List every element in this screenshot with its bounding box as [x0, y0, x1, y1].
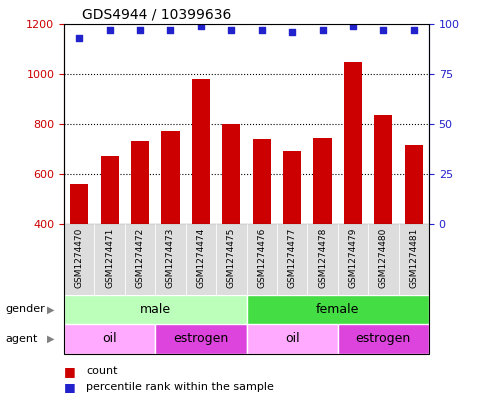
Point — [380, 26, 387, 33]
Bar — [161, 131, 179, 224]
Text: GSM1274475: GSM1274475 — [227, 228, 236, 288]
Bar — [338, 324, 429, 354]
Text: male: male — [140, 303, 171, 316]
Bar — [307, 224, 338, 295]
Text: female: female — [316, 303, 359, 316]
Bar — [125, 224, 155, 295]
Text: oil: oil — [285, 332, 299, 345]
Bar — [344, 62, 362, 224]
Bar — [368, 224, 398, 295]
Bar — [155, 224, 186, 295]
Bar — [64, 324, 155, 354]
Point — [410, 26, 418, 33]
Point — [106, 26, 113, 33]
Bar — [246, 295, 429, 324]
Bar — [64, 224, 95, 295]
Point — [349, 22, 357, 29]
Bar — [64, 295, 246, 324]
Point — [167, 26, 175, 33]
Text: GSM1274480: GSM1274480 — [379, 228, 388, 288]
Bar — [155, 324, 246, 354]
Text: gender: gender — [5, 305, 45, 314]
Bar — [186, 224, 216, 295]
Bar — [95, 224, 125, 295]
Text: agent: agent — [5, 334, 37, 344]
Text: GSM1274478: GSM1274478 — [318, 228, 327, 288]
Text: estrogen: estrogen — [173, 332, 229, 345]
Text: ■: ■ — [64, 365, 76, 378]
Text: count: count — [86, 366, 118, 376]
Point — [227, 26, 235, 33]
Point — [136, 26, 144, 33]
Text: GSM1274476: GSM1274476 — [257, 228, 266, 288]
Bar — [277, 224, 307, 295]
Bar — [131, 141, 149, 224]
Text: GSM1274473: GSM1274473 — [166, 228, 175, 288]
Bar — [405, 145, 423, 224]
Text: estrogen: estrogen — [355, 332, 411, 345]
Text: GSM1274474: GSM1274474 — [196, 228, 206, 288]
Text: percentile rank within the sample: percentile rank within the sample — [86, 382, 274, 392]
Bar — [192, 79, 210, 224]
Text: ▶: ▶ — [47, 334, 54, 344]
Text: GSM1274470: GSM1274470 — [75, 228, 84, 288]
Text: ■: ■ — [64, 380, 76, 393]
Text: GSM1274471: GSM1274471 — [105, 228, 114, 288]
Bar — [246, 324, 338, 354]
Text: oil: oil — [103, 332, 117, 345]
Bar — [314, 138, 332, 224]
Point — [288, 28, 296, 35]
Text: GSM1274477: GSM1274477 — [287, 228, 297, 288]
Bar — [338, 224, 368, 295]
Point — [258, 26, 266, 33]
Bar — [216, 224, 246, 295]
Text: GSM1274479: GSM1274479 — [349, 228, 357, 288]
Text: GDS4944 / 10399636: GDS4944 / 10399636 — [82, 7, 232, 21]
Bar — [70, 184, 88, 224]
Point — [197, 22, 205, 29]
Bar — [252, 139, 271, 224]
Bar — [374, 115, 392, 224]
Text: GSM1274481: GSM1274481 — [409, 228, 418, 288]
Bar — [398, 224, 429, 295]
Text: GSM1274472: GSM1274472 — [136, 228, 144, 288]
Point — [75, 35, 83, 41]
Bar — [246, 224, 277, 295]
Text: ▶: ▶ — [47, 305, 54, 314]
Point — [318, 26, 326, 33]
Bar — [222, 124, 241, 224]
Bar — [283, 151, 301, 224]
Bar — [101, 156, 119, 224]
